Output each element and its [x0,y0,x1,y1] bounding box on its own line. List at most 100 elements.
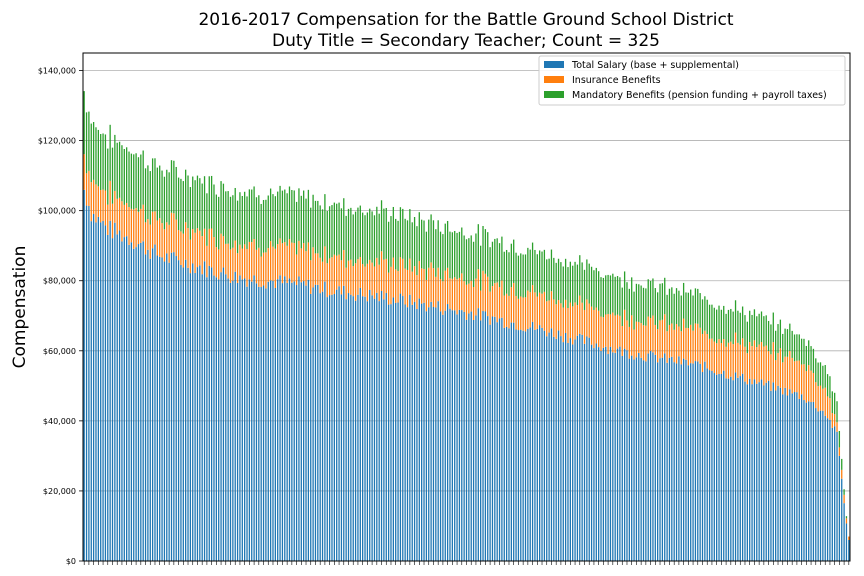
bar-segment [730,376,732,561]
bar-segment [116,142,118,199]
bar-segment [435,307,437,561]
bar-segment [206,277,208,561]
bar-segment [598,347,600,561]
bar-segment [661,319,664,358]
bar-segment [848,539,850,561]
bar-segment [798,360,800,399]
bar-segment [267,281,269,561]
bar-segment [598,310,600,348]
bar-segment [579,255,581,296]
bar-segment [763,316,765,347]
bar-segment [826,396,829,419]
bar-segment [635,357,638,561]
bar-segment [310,293,312,561]
bar-segment [439,231,442,279]
bar-segment [383,208,385,260]
bar-segment [227,278,229,561]
bar-segment [85,173,88,206]
bar-segment [531,321,534,561]
bar-segment [803,338,805,365]
bar-segment [815,358,817,383]
bar-segment [772,382,774,561]
bar-segment [720,373,723,561]
bar-segment [423,220,425,269]
bar-segment [97,216,99,561]
bar-segment [569,261,571,303]
bar-segment [685,327,687,360]
bar-segment [409,209,411,259]
bar-segment [392,206,394,258]
bar-segment [159,256,161,561]
bar-segment [805,402,807,561]
bar-segment [95,222,97,561]
bar-segment [428,219,430,268]
bar-segment [767,350,770,381]
bar-segment [156,255,158,561]
bar-segment [121,201,123,242]
bar-segment [128,207,130,245]
bar-segment [777,324,779,354]
bar-segment [229,282,232,561]
bar-segment [319,205,321,258]
bar-segment [272,280,274,561]
bar-segment [623,348,626,561]
bar-segment [640,357,642,561]
y-axis-label: Compensation [10,246,30,369]
bar-segment [265,288,267,561]
bar-segment [824,365,826,388]
bar-segment [607,313,609,355]
bar-segment [510,287,512,323]
bar-segment [274,196,276,249]
bar-segment [590,306,593,345]
bar-segment [616,276,619,315]
bar-segment [782,394,784,561]
bar-segment [149,258,151,561]
bar-segment [694,288,697,324]
bar-segment [793,334,796,362]
bar-segment [109,180,111,221]
bar-segment [404,304,406,561]
bar-segment [529,249,531,293]
bar-segment [133,209,135,249]
bar-segment [642,325,645,361]
bar-segment [659,320,661,359]
bar-segment [475,278,477,316]
bar-segment [251,189,253,243]
bar-segment [397,302,399,561]
bar-segment [791,330,793,358]
bar-segment [831,391,833,414]
bar-segment [482,226,484,271]
bar-segment [347,260,350,294]
bar-segment [444,223,446,271]
bar-segment [576,305,579,336]
bar-segment [616,348,619,561]
bar-segment [218,279,220,561]
bar-segment [246,248,248,287]
bar-segment [659,358,661,561]
bar-segment [812,401,815,561]
bar-segment [456,279,458,315]
bar-segment [411,222,413,272]
bar-segment [796,392,798,561]
bar-segment [458,231,461,278]
bar-segment [744,381,746,561]
bar-segment [661,283,664,320]
bar-segment [385,207,387,259]
bar-segment [534,292,536,330]
bar-segment [590,344,593,561]
bar-segment [664,353,666,561]
bar-segment [432,268,435,307]
bar-segment [536,328,538,561]
bar-segment [791,357,793,394]
bar-segment [522,297,524,331]
bar-segment [107,204,109,235]
bar-segment [642,360,645,561]
bar-segment [383,299,385,561]
bar-segment [621,287,623,327]
bar-segment [206,193,208,246]
bar-segment [645,361,647,561]
bar-segment [175,256,177,561]
bar-segment [699,293,701,328]
bar-segment [288,239,291,279]
bar-segment [253,275,255,561]
